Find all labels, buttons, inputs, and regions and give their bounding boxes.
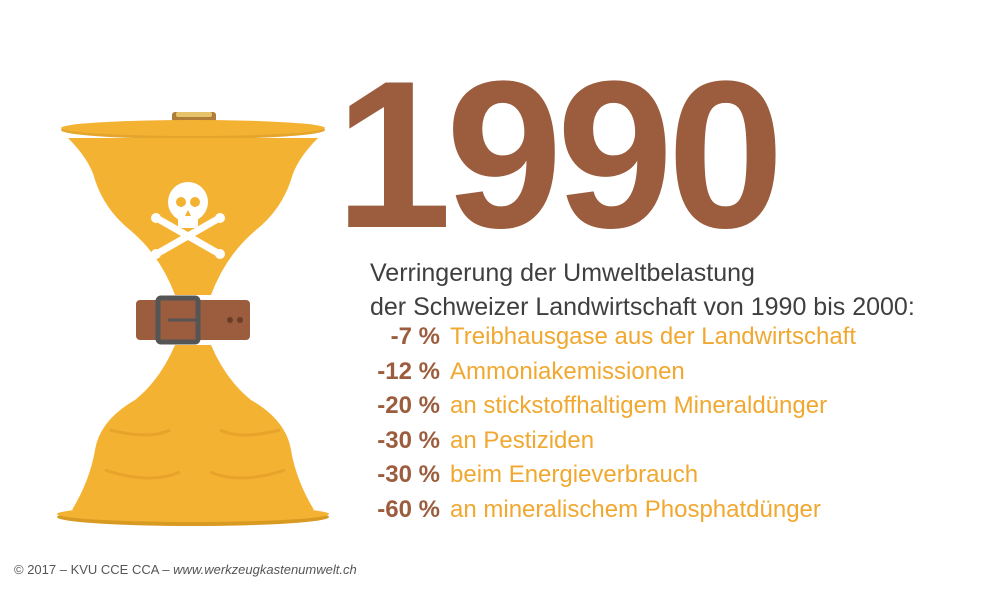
list-item: -12 % Ammoniakemissionen [360, 355, 856, 390]
hourglass-bottom [72, 345, 314, 510]
reduction-label: an stickstoffhaltigem Mineraldünger [450, 392, 828, 420]
reduction-percent: -20 % [377, 392, 440, 420]
reduction-label: an mineralischem Phosphatdünger [450, 495, 821, 523]
website-link[interactable]: www.werkzeugkastenumwelt.ch [173, 562, 357, 577]
list-item: -30 % an Pestiziden [360, 424, 856, 459]
list-item: -7 % Treibhausgase aus der Landwirtschaf… [360, 320, 856, 355]
skull-crossbones-icon [151, 182, 225, 259]
list-item: -30 % beim Energieverbrauch [360, 458, 856, 493]
reduction-label: Treibhausgase aus der Landwirtschaft [450, 323, 857, 351]
reduction-label: an Pestiziden [450, 426, 595, 454]
list-item: -20 % an stickstoffhaltigem Mineraldünge… [360, 389, 856, 424]
hourglass-illustration [57, 112, 329, 526]
reduction-list: -7 % Treibhausgase aus der Landwirtschaf… [360, 320, 856, 527]
reduction-percent: -60 % [377, 495, 440, 523]
copyright-text: © 2017 – KVU CCE CCA – [14, 562, 170, 577]
belt-icon [136, 295, 250, 345]
footer: © 2017 – KVU CCE CCA – www.werkzeugkaste… [14, 562, 357, 577]
intro-text: Verringerung der Umweltbelastung der Sch… [370, 256, 915, 324]
intro-line-1: Verringerung der Umweltbelastung [370, 259, 755, 287]
reduction-label: Ammoniakemissionen [450, 357, 685, 385]
reduction-percent: -30 % [377, 426, 440, 454]
year-heading: 1990 [335, 37, 784, 272]
list-item: -60 % an mineralischem Phosphatdünger [360, 493, 856, 528]
intro-line-2: der Schweizer Landwirtschaft von 1990 bi… [370, 293, 915, 321]
reduction-label: beim Energieverbrauch [450, 461, 699, 489]
reduction-percent: -7 % [390, 323, 440, 351]
reduction-percent: -30 % [377, 461, 440, 489]
reduction-percent: -12 % [377, 357, 440, 385]
